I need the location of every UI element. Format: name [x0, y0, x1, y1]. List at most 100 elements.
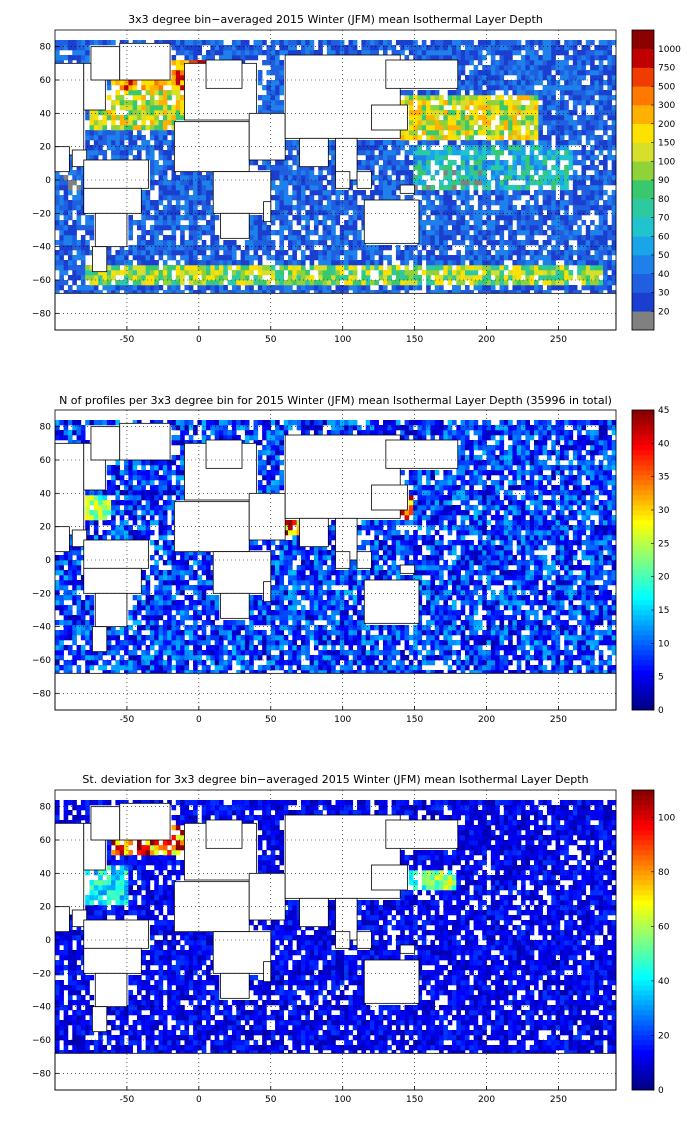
data-cell — [188, 255, 194, 261]
data-cell — [439, 50, 444, 56]
data-cell — [158, 530, 164, 536]
data-cell — [59, 245, 64, 251]
data-cell — [227, 55, 233, 61]
data-cell — [72, 570, 77, 576]
data-cell — [477, 145, 483, 151]
data-cell — [559, 180, 565, 186]
data-cell — [270, 175, 276, 181]
data-cell — [180, 565, 185, 571]
data-cell — [193, 430, 198, 436]
data-cell — [490, 230, 496, 236]
data-cell — [63, 615, 69, 621]
data-cell — [490, 145, 496, 151]
data-cell — [154, 135, 159, 141]
data-cell — [357, 260, 362, 266]
data-cell — [111, 140, 116, 146]
data-cell — [227, 265, 233, 271]
data-cell — [611, 200, 617, 206]
data-cell — [67, 240, 73, 246]
data-cell — [154, 85, 159, 91]
data-cell — [335, 245, 341, 251]
data-cell — [85, 45, 90, 51]
data-cell — [305, 180, 310, 186]
data-cell — [59, 650, 64, 656]
data-cell — [525, 40, 530, 46]
data-cell — [529, 270, 535, 276]
data-cell — [430, 50, 436, 56]
data-cell — [568, 220, 574, 226]
data-cell — [201, 225, 207, 231]
data-cell — [499, 150, 505, 156]
data-cell — [391, 290, 397, 296]
data-cell — [162, 545, 168, 551]
data-cell — [590, 220, 595, 226]
data-cell — [193, 555, 198, 561]
data-cell — [426, 100, 431, 106]
data-cell — [469, 225, 474, 231]
data-cell — [206, 640, 211, 646]
data-cell — [564, 175, 569, 181]
data-cell — [551, 190, 556, 196]
data-cell — [585, 210, 591, 216]
data-cell — [171, 85, 177, 91]
data-cell — [288, 205, 293, 211]
data-cell — [305, 275, 310, 281]
data-cell — [72, 640, 77, 646]
data-cell — [201, 265, 207, 271]
data-cell — [154, 630, 159, 636]
data-cell — [344, 225, 349, 231]
data-cell — [521, 80, 526, 86]
data-cell — [158, 465, 164, 471]
data-cell — [55, 425, 60, 431]
data-cell — [76, 55, 82, 61]
data-cell — [218, 40, 224, 46]
data-cell — [257, 255, 263, 261]
data-cell — [499, 130, 505, 136]
data-cell — [158, 155, 164, 161]
data-cell — [141, 535, 146, 541]
data-cell — [171, 555, 177, 561]
data-cell — [72, 550, 77, 556]
data-cell — [421, 225, 427, 231]
data-cell — [357, 280, 362, 286]
data-cell — [516, 175, 522, 181]
data-cell — [551, 230, 556, 236]
data-cell — [206, 285, 211, 291]
data-cell — [598, 95, 604, 101]
data-cell — [417, 165, 423, 171]
data-cell — [525, 105, 530, 111]
data-cell — [430, 245, 436, 251]
data-cell — [499, 165, 505, 171]
data-cell — [149, 555, 155, 561]
data-cell — [503, 145, 509, 151]
data-cell — [80, 270, 86, 276]
data-cell — [512, 160, 518, 166]
data-cell — [508, 150, 513, 156]
data-cell — [408, 280, 414, 286]
data-cell — [115, 495, 121, 501]
data-cell — [395, 250, 401, 256]
data-cell — [124, 80, 129, 86]
data-cell — [193, 560, 198, 566]
data-cell — [339, 290, 345, 296]
data-cell — [197, 670, 203, 676]
data-cell — [534, 75, 539, 81]
data-cell — [512, 150, 518, 156]
data-cell — [464, 100, 470, 106]
data-cell — [59, 180, 64, 186]
data-cell — [111, 275, 116, 281]
data-cell — [516, 125, 522, 131]
data-cell — [326, 180, 332, 186]
data-cell — [309, 210, 315, 216]
land — [212, 171, 272, 214]
data-cell — [180, 430, 185, 436]
data-cell — [464, 145, 470, 151]
data-cell — [529, 215, 535, 221]
data-cell — [421, 55, 427, 61]
data-cell — [102, 420, 108, 426]
data-cell — [249, 230, 254, 236]
data-cell — [206, 50, 211, 56]
data-cell — [154, 275, 159, 281]
data-cell — [180, 570, 185, 576]
data-cell — [603, 230, 608, 236]
